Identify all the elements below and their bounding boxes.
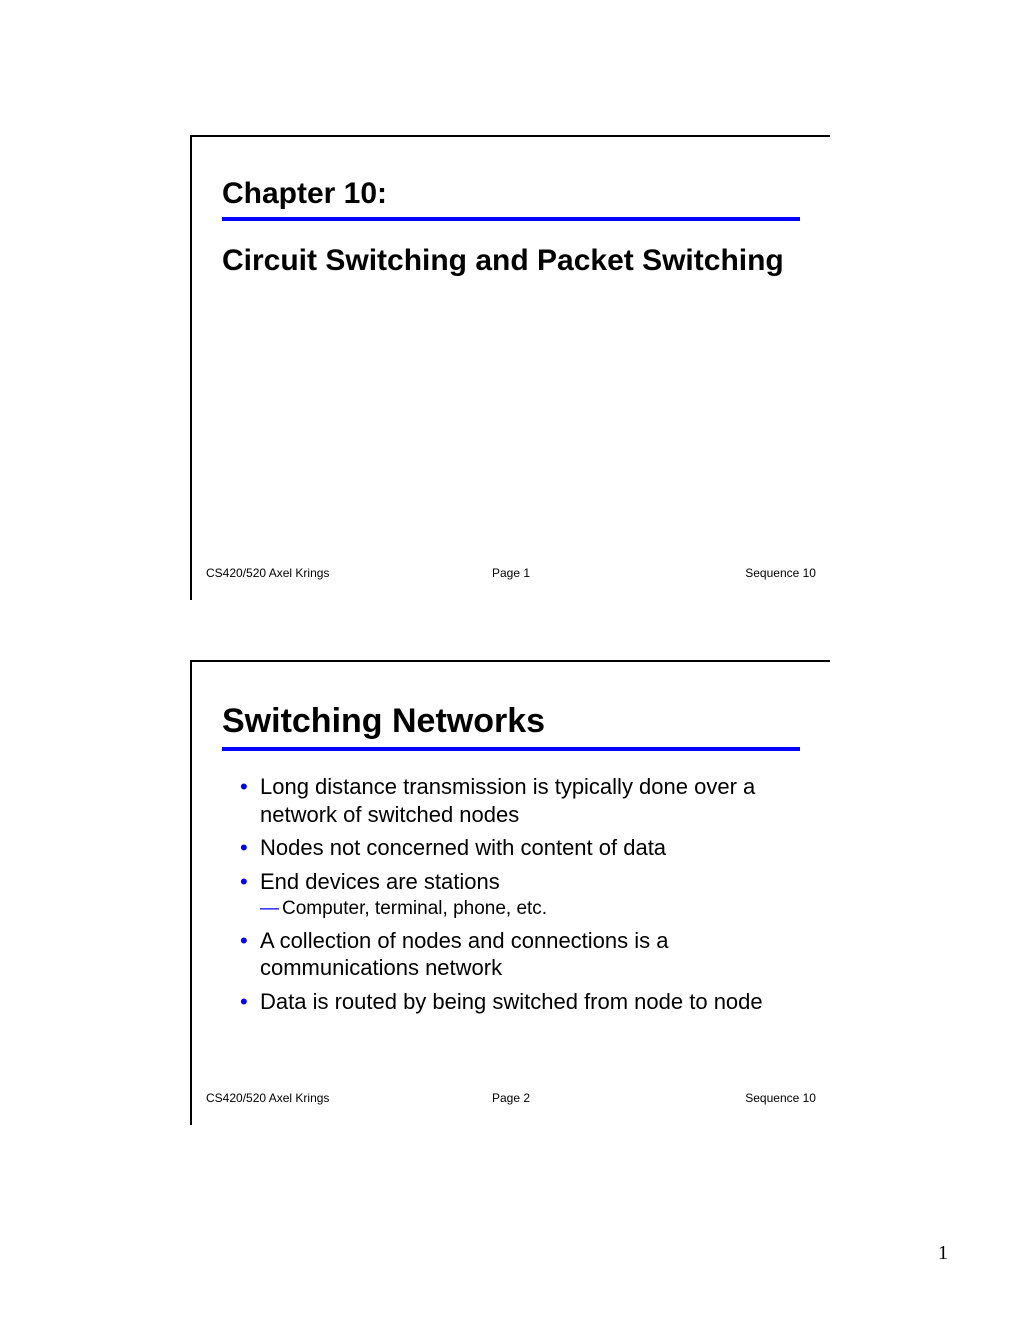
footer-course: CS420/520 Axel Krings (206, 1091, 409, 1105)
bullet-list: Long distance transmission is typically … (222, 773, 800, 1015)
bullet-text: Data is routed by being switched from no… (260, 989, 763, 1014)
bullet-text: End devices are stations (260, 869, 500, 894)
divider-rule (222, 747, 800, 751)
document-page: Chapter 10: Circuit Switching and Packet… (0, 0, 1020, 1320)
bullet-text: A collection of nodes and connections is… (260, 928, 669, 981)
slide-1-title: Circuit Switching and Packet Switching (222, 243, 800, 279)
bullet-text: Nodes not concerned with content of data (260, 835, 666, 860)
slide-1-content: Chapter 10: Circuit Switching and Packet… (192, 137, 830, 600)
list-item: Nodes not concerned with content of data (240, 834, 800, 862)
divider-rule (222, 217, 800, 221)
slide-1-footer: CS420/520 Axel Krings Page 1 Sequence 10 (202, 566, 820, 580)
slide-2-title: Switching Networks (222, 702, 800, 741)
list-item: Data is routed by being switched from no… (240, 988, 800, 1016)
dash-icon: — (260, 897, 279, 921)
slide-1: Chapter 10: Circuit Switching and Packet… (190, 135, 830, 600)
sub-bullet-text: Computer, terminal, phone, etc. (282, 898, 547, 919)
footer-sequence: Sequence 10 (613, 1091, 816, 1105)
list-item: Long distance transmission is typically … (240, 773, 800, 828)
slide-2-footer: CS420/520 Axel Krings Page 2 Sequence 10 (202, 1091, 820, 1105)
bullet-text: Long distance transmission is typically … (260, 774, 755, 827)
footer-page: Page 2 (409, 1091, 612, 1105)
document-page-number: 1 (938, 1242, 948, 1265)
list-item: End devices are stations — Computer, ter… (240, 868, 800, 921)
footer-page: Page 1 (409, 566, 612, 580)
slide-2-content: Switching Networks Long distance transmi… (192, 662, 830, 1125)
slide-2: Switching Networks Long distance transmi… (190, 660, 830, 1125)
sub-list-item: — Computer, terminal, phone, etc. (260, 897, 800, 921)
chapter-label: Chapter 10: (222, 177, 800, 211)
footer-sequence: Sequence 10 (613, 566, 816, 580)
list-item: A collection of nodes and connections is… (240, 927, 800, 982)
footer-course: CS420/520 Axel Krings (206, 566, 409, 580)
